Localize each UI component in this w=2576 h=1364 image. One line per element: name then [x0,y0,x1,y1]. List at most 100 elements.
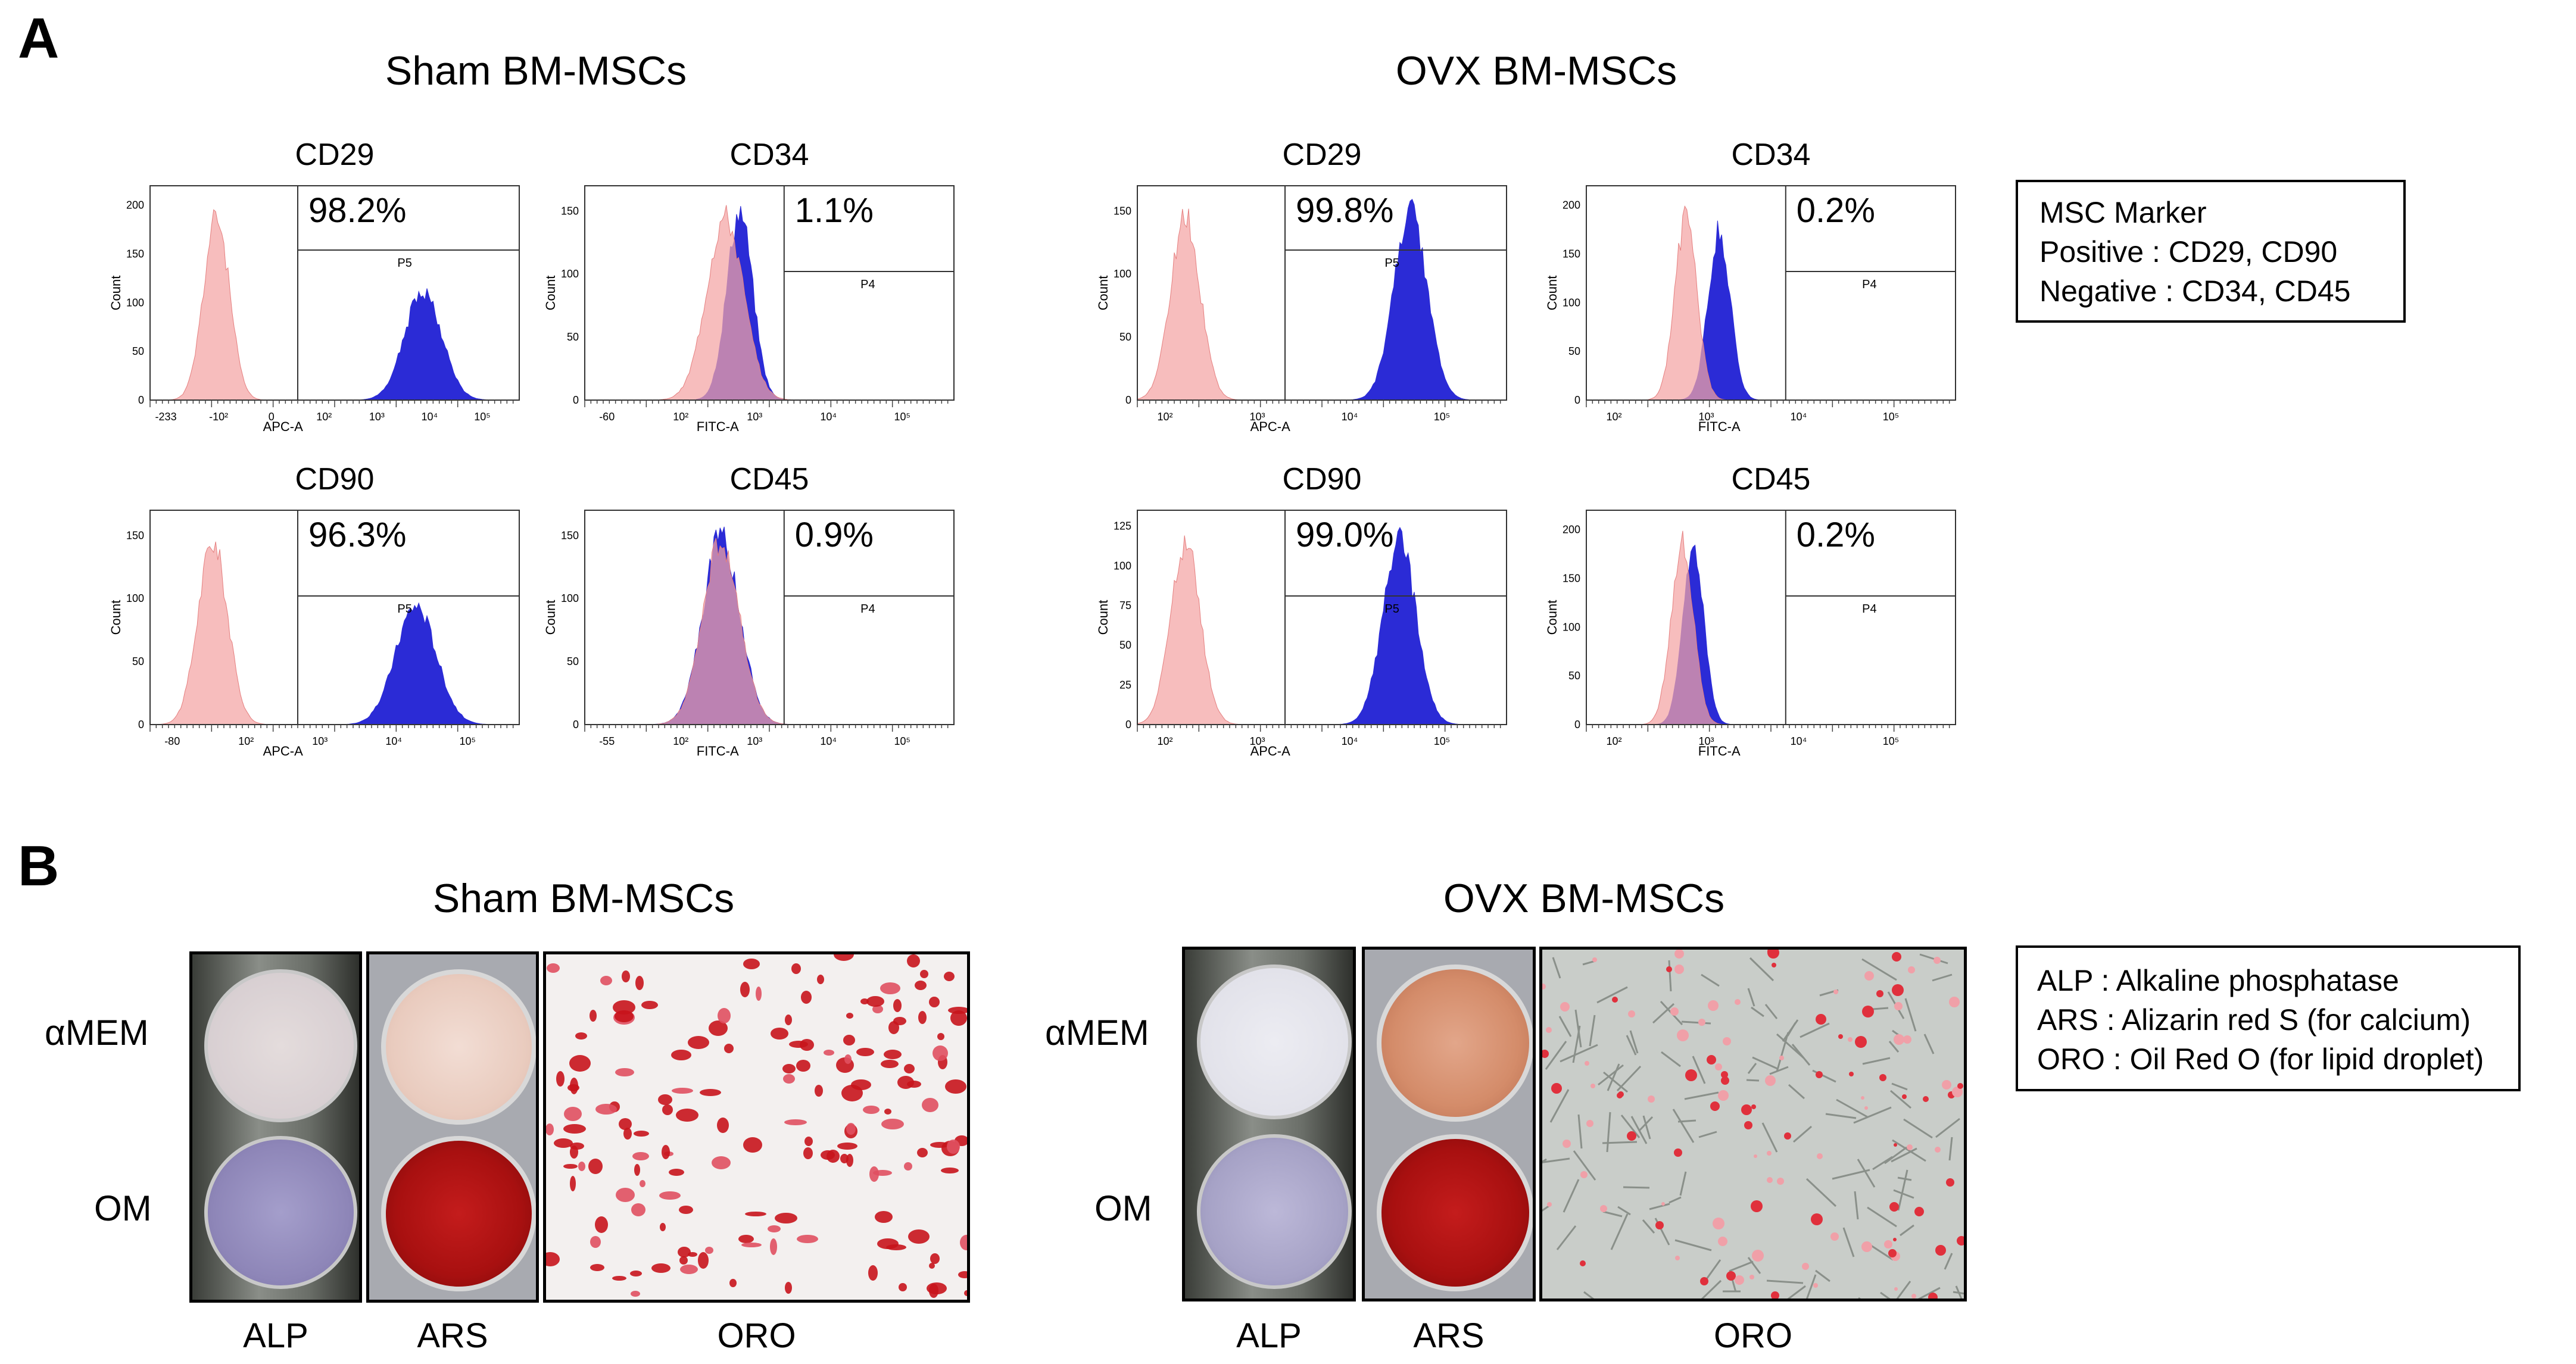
stained-histogram [1586,220,1956,401]
y-tick-label: 0 [573,394,579,406]
cell-fiber [1692,1056,1706,1084]
lipid-droplet [1771,1291,1779,1299]
lipid-droplet [1942,1080,1951,1090]
cell-fiber [1832,1169,1870,1180]
cell-fiber [1679,1171,1687,1196]
lipid-droplet [595,1216,608,1233]
plot-frame [584,185,955,401]
x-tick-label: 10⁵ [1434,411,1450,423]
lipid-droplet [915,981,927,990]
lipid-droplet [872,1005,883,1013]
lipid-droplet [575,1032,587,1040]
lipid-droplet [1861,1241,1872,1252]
y-tick-label: 150 [126,529,144,541]
y-tick-label: 100 [561,592,579,604]
lipid-droplet [1648,1095,1655,1103]
y-axis-label: Count [108,600,123,635]
x-tick-label: 0 [269,411,275,423]
lipid-droplet [1708,1000,1719,1011]
gate-region [783,510,954,725]
lipid-droplet [803,1147,813,1159]
lipid-droplet [1946,1178,1954,1187]
flow-plot-title: CD45 [729,462,809,497]
cell-fiber [1747,1257,1761,1274]
lipid-droplet [907,954,920,967]
cell-fiber [1955,1285,1963,1299]
lipid-droplet [1816,1071,1823,1078]
cell-fiber [1776,1032,1789,1072]
lipid-droplet [671,1050,691,1060]
ovx-alp-amem-well [1197,965,1352,1119]
flow-plot-title: CD34 [1731,138,1811,172]
lipid-droplet [569,1055,591,1072]
lipid-droplet [899,1283,907,1291]
cell-fiber [1606,1112,1611,1153]
cell-fiber [1684,1091,1719,1100]
control-histogram [149,541,519,725]
cell-fiber [1652,1003,1675,1024]
lipid-droplet [1935,1245,1946,1256]
lipid-droplet [947,1140,960,1154]
lipid-droplet [785,1282,792,1294]
lipid-droplet [600,976,612,985]
lipid-droplet [622,970,630,982]
y-tick-label: 150 [126,248,144,260]
positive-percentage: 96.3% [308,516,407,554]
gate-label: P5 [1384,257,1399,270]
cell-fiber [1836,1098,1868,1118]
cell-fiber [1896,1281,1911,1299]
lipid-droplet [1893,1238,1897,1241]
x-tick-label: 10³ [312,735,328,747]
lipid-droplet [893,999,902,1012]
y-tick-label: 50 [1119,331,1131,343]
cell-fiber [1552,957,1561,979]
cell-fiber [1583,1291,1595,1299]
cell-fiber [1573,1150,1596,1181]
x-tick-label: 10⁵ [894,735,910,747]
lipid-droplet [1908,966,1915,973]
flow-plot-title: CD29 [295,138,375,172]
sham-flow-title: Sham BM-MSCs [385,48,687,93]
lipid-droplet [669,1169,684,1176]
cell-fiber [1674,1239,1712,1251]
lipid-droplet [1894,1002,1903,1010]
lipid-droplet [768,1225,781,1232]
lipid-droplet [880,982,900,994]
plot-frame [1586,510,1956,725]
lipid-droplet [1855,1036,1867,1048]
control-histogram [585,205,954,401]
gate-label: P5 [397,257,411,270]
lipid-droplet [743,1137,762,1153]
cell-fiber [1842,1227,1855,1257]
lipid-droplet [958,1271,967,1278]
lipid-droplet [1864,971,1874,981]
cell-fiber [1642,1115,1651,1140]
y-tick-label: 100 [1114,560,1131,572]
lipid-droplet [546,1123,554,1135]
flow-plot-title: CD34 [729,138,809,172]
x-tick-label: 10⁵ [1434,735,1450,747]
lipid-droplet [679,1206,693,1214]
lipid-droplet [922,1098,938,1112]
lipid-droplet [1864,1106,1868,1110]
lipid-droplet [1894,1287,1898,1291]
cell-fiber [1572,1025,1581,1063]
positive-percentage: 99.8% [1296,191,1394,230]
lipid-droplet [927,1282,947,1294]
positive-percentage: 0.2% [1796,516,1875,554]
lipid-droplet [866,996,884,1007]
gate-label: P4 [1862,278,1876,291]
lipid-droplet [783,1074,795,1084]
lipid-droplet [1749,1275,1754,1279]
sham-ars-om-well [381,1136,536,1291]
sham-row-om: OM [94,1188,152,1228]
lipid-droplet [745,1212,766,1216]
lipid-droplet [554,1138,573,1148]
x-tick-label: 10² [238,735,254,747]
gate-region [297,510,519,725]
lipid-droplet [634,1164,640,1176]
ovx-ars-om-well [1377,1134,1533,1291]
cell-fiber [1746,1079,1760,1082]
cell-fiber [1602,1210,1623,1218]
y-tick-label: 200 [1563,199,1580,211]
